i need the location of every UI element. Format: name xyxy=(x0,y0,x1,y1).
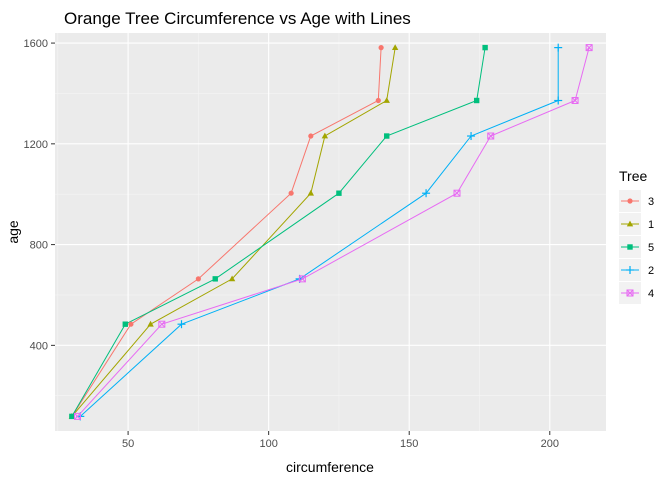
data-point-tree-1 xyxy=(391,44,399,51)
data-point-tree-4 xyxy=(571,97,579,105)
legend-title: Tree xyxy=(619,168,647,184)
data-point-tree-2 xyxy=(422,189,431,198)
panel-background xyxy=(55,33,606,431)
x-tick-label: 100 xyxy=(259,438,277,450)
data-point-tree-3 xyxy=(375,97,381,104)
x-tick-label: 200 xyxy=(541,438,559,450)
data-point-tree-2 xyxy=(467,132,476,141)
legend-key-marker xyxy=(626,289,634,297)
chart-title: Orange Tree Circumference vs Age with Li… xyxy=(64,9,411,28)
data-point-tree-3 xyxy=(288,190,294,196)
x-axis: 50 100 150 200 xyxy=(122,431,559,450)
legend-label: 1 xyxy=(648,219,654,231)
x-axis-title: circumference xyxy=(286,459,374,475)
grid-minor xyxy=(55,33,606,431)
data-point-tree-5 xyxy=(122,321,128,327)
legend-key-marker xyxy=(627,198,633,204)
data-point-tree-3 xyxy=(195,276,201,282)
data-point-tree-2 xyxy=(177,320,186,329)
legend-label: 3 xyxy=(648,196,654,208)
data-point-tree-3 xyxy=(308,133,314,139)
data-point-tree-5 xyxy=(212,276,218,282)
legend-item-tree-4: 4 xyxy=(619,282,654,304)
y-tick-label: 400 xyxy=(30,340,48,352)
legend-item-tree-3: 3 xyxy=(619,190,654,212)
data-point-tree-1 xyxy=(321,132,329,139)
y-tick-label: 800 xyxy=(30,240,48,252)
data-point-tree-4 xyxy=(73,412,81,420)
legend-items: 3 1 5 2 4 xyxy=(619,190,654,304)
legend-label: 4 xyxy=(648,288,654,300)
grid-major xyxy=(55,33,606,431)
data-point-tree-5 xyxy=(69,413,75,420)
data-point-tree-4 xyxy=(158,320,166,328)
legend-item-tree-5: 5 xyxy=(619,236,654,258)
legend-item-tree-2: 2 xyxy=(619,259,654,281)
data-point-tree-1 xyxy=(383,97,390,103)
legend-key-marker xyxy=(626,220,634,227)
x-tick-label: 50 xyxy=(122,438,134,450)
data-point-tree-2 xyxy=(554,96,563,105)
legend-key-marker xyxy=(626,266,634,274)
series-points xyxy=(68,43,593,421)
data-point-tree-4 xyxy=(453,189,461,197)
legend-key-marker xyxy=(627,244,633,250)
data-point-tree-4 xyxy=(298,275,306,283)
y-tick-label: 1600 xyxy=(24,38,48,50)
y-tick-label: 1200 xyxy=(24,139,48,151)
data-point-tree-5 xyxy=(473,97,480,104)
legend-label: 5 xyxy=(648,242,654,254)
data-point-tree-1 xyxy=(228,275,236,282)
x-tick-label: 150 xyxy=(400,438,418,450)
data-point-tree-2 xyxy=(554,43,563,52)
data-point-tree-4 xyxy=(487,132,495,140)
legend: Tree 3 1 5 2 4 xyxy=(619,168,654,304)
data-point-tree-5 xyxy=(336,190,342,196)
legend-label: 2 xyxy=(648,265,654,277)
data-point-tree-5 xyxy=(384,133,390,139)
data-point-tree-1 xyxy=(147,320,154,327)
data-point-tree-3 xyxy=(128,321,134,327)
data-point-tree-5 xyxy=(482,44,488,51)
y-axis-title: age xyxy=(5,220,21,244)
data-point-tree-3 xyxy=(378,45,384,51)
data-point-tree-1 xyxy=(307,189,315,196)
legend-item-tree-1: 1 xyxy=(619,213,654,235)
y-axis: 400 800 1200 1600 xyxy=(24,38,55,352)
data-point-tree-4 xyxy=(585,44,593,52)
